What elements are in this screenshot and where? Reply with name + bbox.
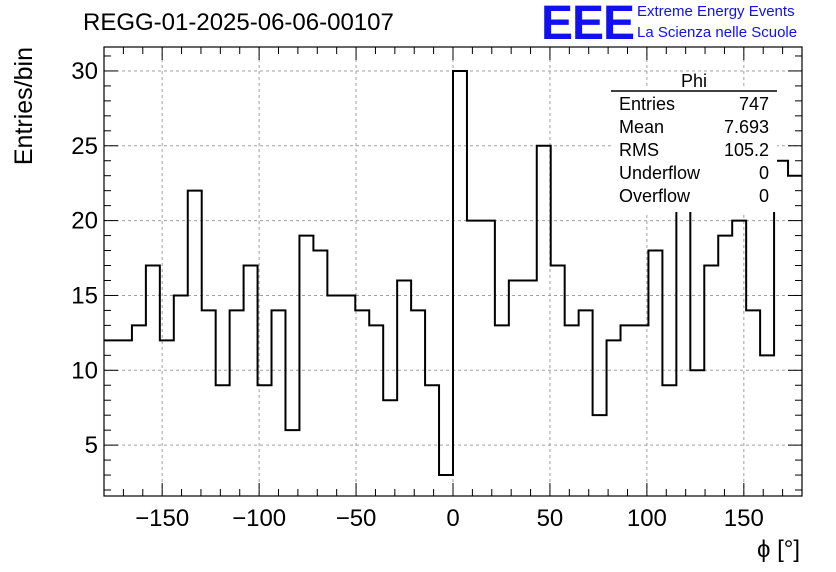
histogram-bin	[244, 266, 258, 496]
stats-value: 0	[759, 186, 769, 206]
logo-line-1: Extreme Energy Events	[637, 3, 795, 20]
x-tick-label: −100	[232, 505, 286, 532]
histogram-bin	[104, 340, 118, 496]
histogram-bin	[788, 176, 802, 496]
histogram-bin	[313, 251, 327, 496]
histogram-bin	[397, 280, 411, 496]
histogram-bin	[634, 325, 648, 496]
x-tick-label: 150	[724, 505, 764, 532]
histogram-bin	[327, 295, 341, 496]
histogram-bin	[746, 310, 760, 496]
histogram-bin	[718, 236, 732, 496]
histogram-bin	[509, 280, 523, 496]
logo-line-2: La Scienza nelle Scuole	[637, 24, 798, 41]
histogram-bin	[188, 191, 202, 496]
histogram-bin	[132, 325, 146, 496]
stats-label: RMS	[619, 140, 659, 160]
histogram-bin	[285, 430, 299, 496]
histogram-bin	[202, 310, 216, 496]
y-tick-label: 20	[71, 208, 98, 235]
histogram-bin	[481, 221, 495, 496]
histogram-bin	[383, 400, 397, 496]
histogram-bin	[299, 236, 313, 496]
x-tick-label: 0	[446, 505, 459, 532]
stats-value: 747	[739, 94, 769, 114]
stats-label: Overflow	[619, 186, 691, 206]
stats-box-title: Phi	[681, 71, 707, 91]
histogram-bin	[230, 310, 244, 496]
histogram-bin	[160, 340, 174, 496]
x-tick-label: 50	[537, 505, 564, 532]
y-tick-label: 5	[85, 432, 98, 459]
run-title: REGG-01-2025-06-06-00107	[83, 9, 394, 36]
histogram-bin	[467, 221, 481, 496]
stats-value: 105.2	[724, 140, 769, 160]
y-tick-label: 15	[71, 282, 98, 309]
stats-label: Underflow	[619, 163, 701, 183]
x-tick-label: −50	[336, 505, 377, 532]
stats-box-background	[611, 88, 777, 212]
histogram-bin	[760, 355, 774, 496]
histogram-bin	[662, 385, 676, 496]
x-axis-label: ϕ [°]	[757, 536, 800, 563]
histogram-bin	[146, 266, 160, 496]
y-tick-label: 30	[71, 58, 98, 85]
histogram-bin	[565, 325, 579, 496]
stats-value: 0	[759, 163, 769, 183]
histogram-bin	[411, 310, 425, 496]
histogram-bin	[621, 325, 635, 496]
histogram-bin	[523, 280, 537, 496]
y-tick-label: 10	[71, 357, 98, 384]
eee-logo: EEE	[541, 0, 635, 50]
histogram-bin	[690, 370, 704, 496]
histogram-bin	[495, 325, 509, 496]
histogram-bin	[551, 266, 565, 496]
stats-value: 7.693	[724, 117, 769, 137]
y-axis-label: Entries/bin	[10, 47, 38, 165]
histogram-bin	[425, 385, 439, 496]
histogram-bin	[704, 266, 718, 496]
histogram-bin	[258, 385, 272, 496]
histogram-bin	[579, 310, 593, 496]
stats-label: Entries	[619, 94, 675, 114]
histogram-bin	[355, 310, 369, 496]
histogram-bin	[607, 340, 621, 496]
histogram-bin	[537, 146, 551, 496]
histogram-bin	[216, 385, 230, 496]
histogram-line	[104, 69, 802, 477]
histogram-bin	[453, 71, 467, 496]
x-tick-label: −150	[135, 505, 189, 532]
histogram-bin	[174, 295, 188, 496]
histogram-bin	[118, 340, 132, 496]
histogram-bin	[369, 325, 383, 496]
histogram-bin	[439, 475, 453, 496]
x-tick-label: 100	[627, 505, 667, 532]
histogram-bin	[648, 251, 662, 496]
histogram-bin	[732, 221, 746, 496]
histogram-bin	[676, 176, 690, 496]
histogram-bin	[272, 310, 286, 496]
stats-label: Mean	[619, 117, 664, 137]
y-tick-label: 25	[71, 133, 98, 160]
histogram-bin	[593, 415, 607, 496]
histogram-bin	[341, 295, 355, 496]
